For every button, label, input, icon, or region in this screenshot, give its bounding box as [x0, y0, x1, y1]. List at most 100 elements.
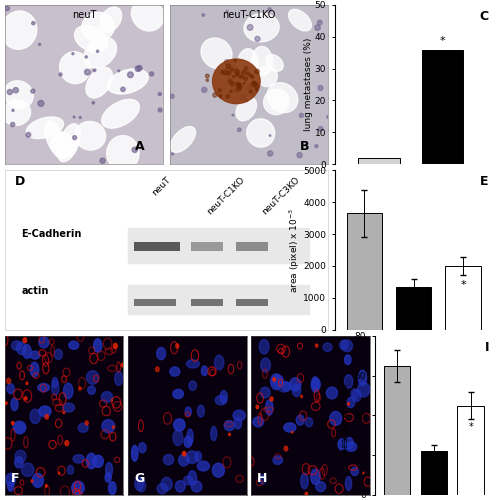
Ellipse shape	[186, 451, 199, 464]
Ellipse shape	[248, 86, 252, 90]
Ellipse shape	[213, 59, 260, 104]
Ellipse shape	[323, 343, 332, 351]
Bar	[134, 242, 180, 251]
Ellipse shape	[316, 344, 318, 347]
Ellipse shape	[346, 442, 357, 452]
Ellipse shape	[118, 70, 120, 71]
Ellipse shape	[57, 124, 80, 162]
Ellipse shape	[233, 410, 245, 421]
Ellipse shape	[137, 66, 142, 71]
Ellipse shape	[326, 387, 338, 399]
Ellipse shape	[236, 97, 256, 121]
Text: neuT-C1KO: neuT-C1KO	[222, 10, 276, 20]
Ellipse shape	[85, 421, 88, 425]
Ellipse shape	[232, 114, 234, 116]
Text: neuT: neuT	[72, 10, 97, 20]
Ellipse shape	[345, 374, 353, 388]
Ellipse shape	[170, 94, 174, 98]
Ellipse shape	[63, 403, 75, 412]
Ellipse shape	[327, 116, 329, 118]
Ellipse shape	[60, 52, 90, 84]
Ellipse shape	[171, 153, 174, 155]
Ellipse shape	[297, 152, 302, 158]
Ellipse shape	[284, 423, 296, 432]
Ellipse shape	[240, 75, 244, 78]
Ellipse shape	[102, 420, 115, 433]
Text: G: G	[134, 472, 144, 486]
Ellipse shape	[256, 84, 258, 86]
Ellipse shape	[237, 48, 258, 83]
Ellipse shape	[131, 0, 164, 31]
Bar	[347, 214, 382, 330]
Ellipse shape	[38, 384, 50, 392]
Ellipse shape	[230, 90, 232, 92]
Ellipse shape	[235, 69, 239, 73]
Ellipse shape	[31, 480, 33, 482]
Ellipse shape	[255, 89, 258, 92]
Ellipse shape	[6, 474, 15, 486]
Ellipse shape	[315, 25, 320, 30]
Ellipse shape	[226, 10, 228, 12]
Ellipse shape	[157, 484, 167, 494]
Ellipse shape	[351, 468, 359, 475]
Ellipse shape	[23, 338, 27, 342]
Ellipse shape	[79, 387, 81, 390]
Ellipse shape	[59, 73, 62, 76]
Ellipse shape	[263, 89, 289, 114]
Ellipse shape	[93, 455, 104, 468]
Ellipse shape	[224, 60, 230, 65]
Ellipse shape	[254, 69, 259, 74]
Ellipse shape	[82, 12, 115, 42]
Ellipse shape	[72, 52, 74, 54]
Bar	[396, 286, 431, 330]
Ellipse shape	[363, 472, 364, 474]
Ellipse shape	[132, 147, 137, 152]
Ellipse shape	[32, 474, 43, 488]
Ellipse shape	[173, 430, 183, 446]
Text: H: H	[257, 472, 267, 486]
Ellipse shape	[244, 77, 248, 80]
Ellipse shape	[244, 14, 279, 42]
Ellipse shape	[26, 382, 28, 384]
Ellipse shape	[301, 396, 302, 398]
Ellipse shape	[185, 407, 191, 416]
Ellipse shape	[249, 74, 252, 77]
Ellipse shape	[127, 72, 133, 78]
Ellipse shape	[242, 70, 246, 75]
Text: C: C	[479, 10, 488, 23]
Ellipse shape	[206, 74, 209, 78]
Text: I: I	[485, 340, 490, 353]
Bar	[191, 242, 223, 251]
Ellipse shape	[17, 342, 26, 354]
Ellipse shape	[249, 90, 252, 94]
Ellipse shape	[253, 417, 263, 427]
Ellipse shape	[94, 338, 102, 352]
Text: *: *	[411, 299, 417, 309]
Ellipse shape	[85, 70, 90, 75]
Ellipse shape	[86, 68, 113, 98]
Ellipse shape	[158, 92, 161, 96]
Ellipse shape	[245, 98, 248, 102]
Text: neuT-C3KO: neuT-C3KO	[260, 175, 301, 216]
Ellipse shape	[73, 136, 77, 140]
Ellipse shape	[6, 378, 10, 384]
Ellipse shape	[100, 158, 105, 164]
Ellipse shape	[346, 438, 354, 449]
Ellipse shape	[237, 72, 240, 74]
Ellipse shape	[184, 436, 192, 448]
Ellipse shape	[105, 473, 111, 482]
Ellipse shape	[301, 473, 308, 489]
Ellipse shape	[122, 363, 124, 367]
Ellipse shape	[107, 136, 139, 171]
Bar	[359, 158, 399, 164]
Ellipse shape	[5, 402, 7, 404]
Ellipse shape	[102, 100, 139, 128]
Ellipse shape	[237, 83, 241, 88]
Ellipse shape	[13, 421, 26, 434]
Ellipse shape	[12, 110, 14, 112]
Ellipse shape	[67, 466, 74, 474]
Ellipse shape	[75, 26, 108, 52]
Bar	[236, 242, 268, 251]
Ellipse shape	[316, 482, 326, 492]
Ellipse shape	[188, 470, 197, 486]
